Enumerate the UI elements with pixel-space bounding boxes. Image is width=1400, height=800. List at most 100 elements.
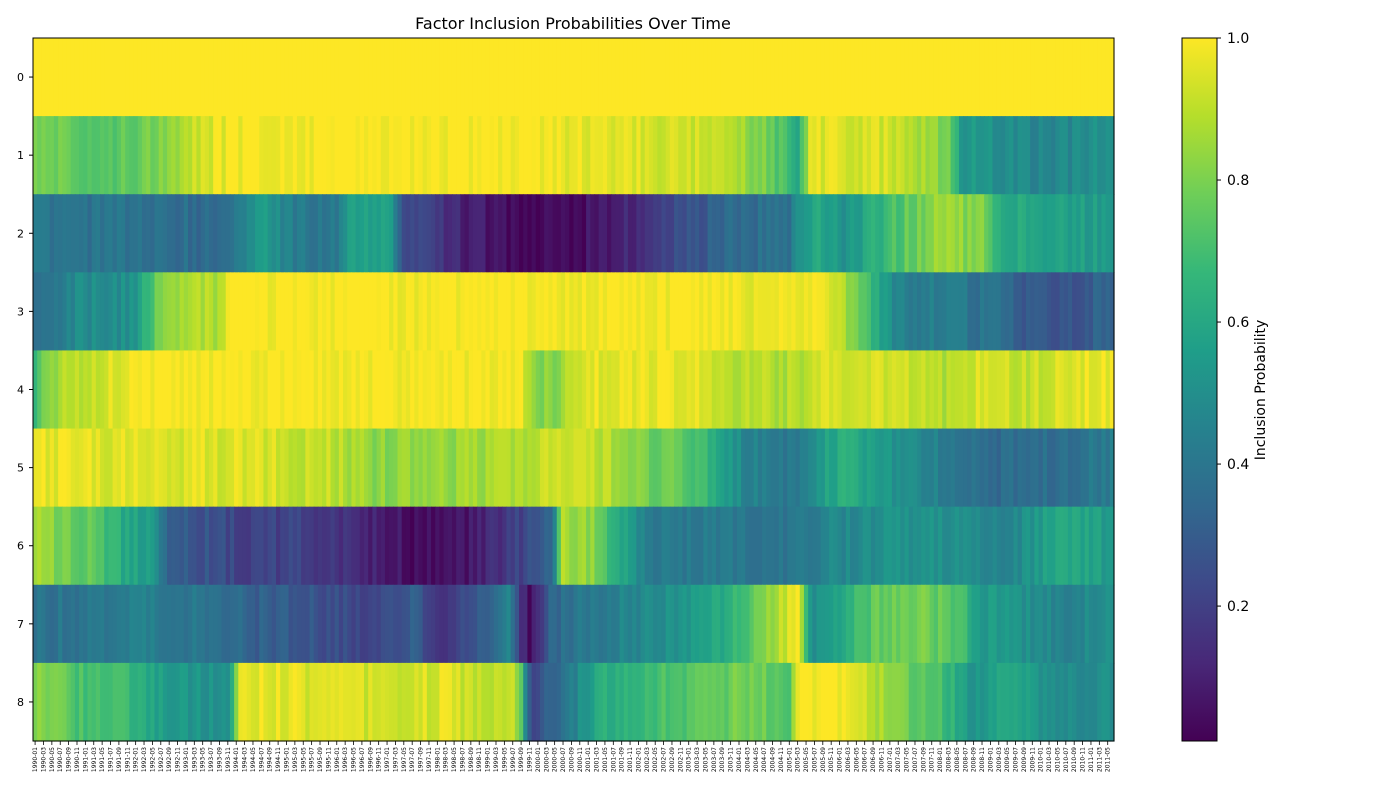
heatmap-cell (1051, 662, 1056, 742)
heatmap-cell (464, 584, 470, 664)
heatmap-cell (1080, 38, 1086, 117)
heatmap-cell (607, 194, 612, 273)
heatmap-cell (498, 662, 503, 742)
heatmap-cell (791, 350, 797, 430)
heatmap-cell (284, 194, 290, 273)
heatmap-cell (330, 428, 336, 508)
x-tick-label: 1993-07 (208, 747, 215, 772)
heatmap-cell (120, 116, 126, 195)
heatmap-cell (1084, 428, 1090, 508)
heatmap-cell (695, 38, 700, 117)
heatmap-cell (904, 506, 910, 586)
heatmap-cell (711, 116, 717, 195)
heatmap-cell (175, 506, 181, 586)
x-tick-label: 1991-09 (116, 747, 123, 772)
heatmap-cell (422, 506, 428, 586)
heatmap-cell (489, 272, 495, 352)
heatmap-cell (246, 428, 252, 508)
heatmap-cell (255, 428, 260, 508)
heatmap-cell (1042, 38, 1048, 117)
heatmap-cell (741, 584, 746, 664)
heatmap-cell (447, 116, 453, 195)
heatmap-cell (795, 116, 801, 195)
heatmap-cell (648, 116, 654, 195)
heatmap-cell (1005, 350, 1010, 430)
heatmap-cell (451, 350, 457, 430)
heatmap-cell (401, 584, 407, 664)
heatmap-cell (426, 506, 432, 586)
heatmap-cell (816, 506, 822, 586)
heatmap-cell (908, 584, 914, 664)
heatmap-cell (870, 506, 876, 586)
heatmap-cell (1093, 38, 1098, 117)
heatmap-cells (33, 38, 1115, 742)
heatmap-cell (179, 194, 185, 273)
heatmap-cell (996, 506, 1002, 586)
heatmap-cell (1034, 506, 1040, 586)
heatmap-cell (351, 38, 357, 117)
heatmap-cell (255, 194, 260, 273)
heatmap-cell (967, 194, 973, 273)
heatmap-cell (699, 428, 704, 508)
heatmap-cell (221, 428, 227, 508)
heatmap-cell (125, 428, 130, 508)
heatmap-cell (481, 38, 487, 117)
heatmap-cell (1063, 428, 1069, 508)
heatmap-cell (665, 38, 671, 117)
heatmap-cell (1105, 584, 1111, 664)
heatmap-cell (87, 116, 93, 195)
heatmap-cell (556, 584, 562, 664)
heatmap-cell (431, 350, 436, 430)
heatmap-cell (280, 350, 285, 430)
x-axis: 1990-01 1990-03 1990-05 1990-07 1990-09 1990-… (32, 741, 1112, 772)
heatmap-cell (925, 506, 931, 586)
x-tick-label: 2008-01 (937, 747, 944, 772)
heatmap-cell (594, 194, 600, 273)
heatmap-cell (37, 506, 42, 586)
x-tick-label: 1998-05 (451, 747, 458, 772)
heatmap-cell (389, 116, 394, 195)
heatmap-cell (271, 662, 277, 742)
heatmap-cell (615, 38, 621, 117)
heatmap-cell (803, 350, 809, 430)
heatmap-cell (464, 194, 470, 273)
heatmap-cell (485, 350, 491, 430)
heatmap-cell (669, 116, 675, 195)
heatmap-cell (225, 194, 231, 273)
x-tick-label: 2007-09 (920, 747, 927, 772)
heatmap-cell (100, 584, 105, 664)
heatmap-cell (816, 350, 822, 430)
heatmap-cell (83, 506, 89, 586)
heatmap-cell (158, 194, 164, 273)
heatmap-cell (158, 428, 164, 508)
heatmap-cell (862, 350, 868, 430)
heatmap-cell (967, 428, 973, 508)
heatmap-cell (988, 116, 994, 195)
heatmap-cell (196, 272, 202, 352)
heatmap-cell (343, 506, 348, 586)
heatmap-cell (1093, 506, 1098, 586)
heatmap-cell (506, 350, 512, 430)
heatmap-cell (422, 272, 428, 352)
heatmap-cell (590, 662, 596, 742)
heatmap-cell (334, 350, 340, 430)
heatmap-cell (468, 428, 474, 508)
heatmap-cell (183, 194, 189, 273)
heatmap-cell (1067, 38, 1073, 117)
heatmap-cell (451, 116, 457, 195)
heatmap-cell (824, 116, 830, 195)
heatmap-cell (1084, 662, 1090, 742)
heatmap-cell (1013, 194, 1019, 273)
heatmap-cell (1026, 662, 1031, 742)
x-tick-label: 1996-11 (376, 747, 383, 772)
heatmap-cell (917, 584, 922, 664)
heatmap-cell (489, 428, 495, 508)
colorbar-tick-label: 0.4 (1227, 457, 1249, 473)
heatmap-cell (556, 350, 562, 430)
heatmap-cell (242, 428, 248, 508)
heatmap-cell (577, 272, 583, 352)
x-tick-label: 2009-11 (1029, 747, 1036, 772)
heatmap-cell (108, 350, 114, 430)
heatmap-cell (322, 662, 327, 742)
heatmap-cell (150, 38, 156, 117)
